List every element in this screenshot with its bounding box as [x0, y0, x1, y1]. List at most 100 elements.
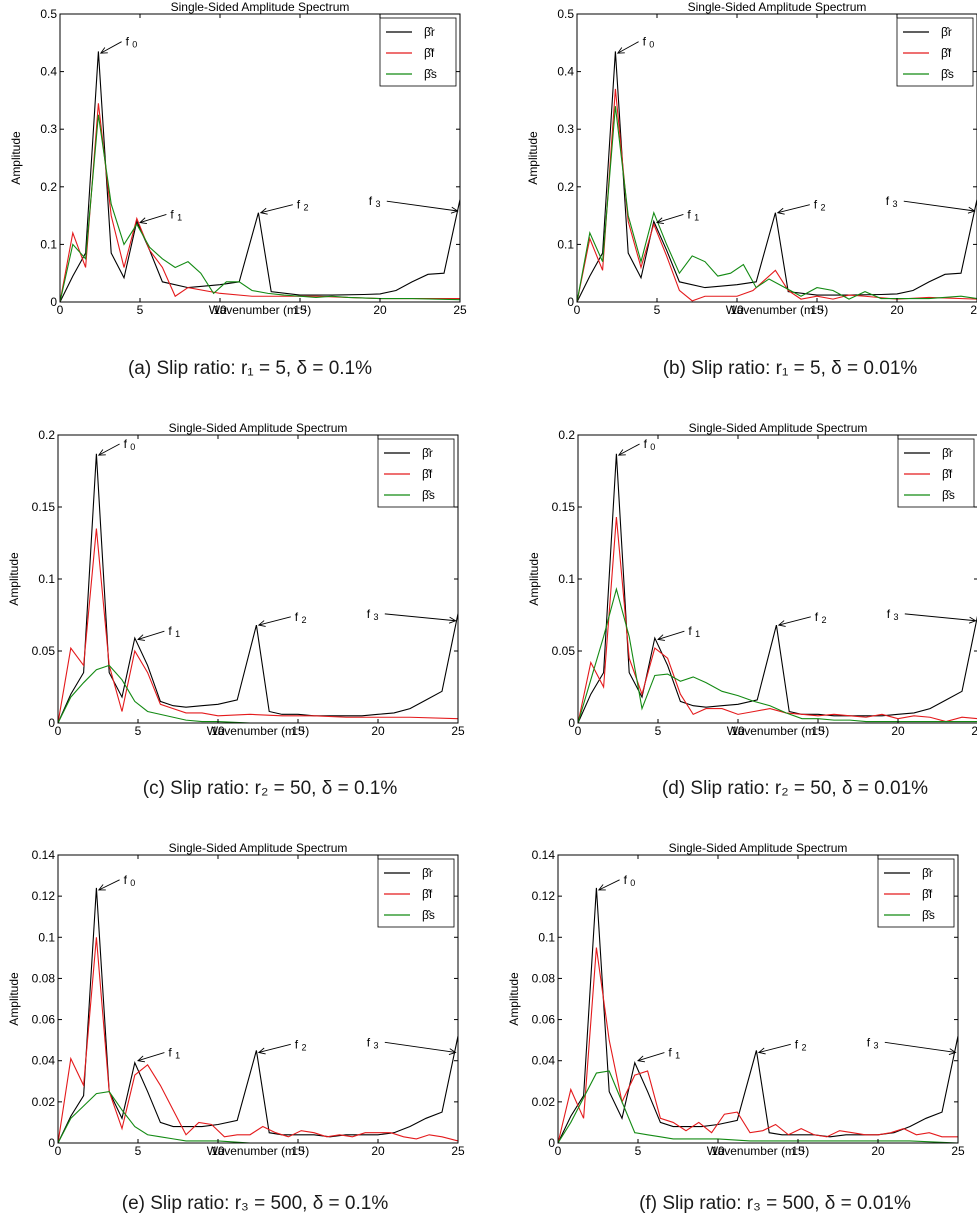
- annotation-arrowhead: [616, 47, 625, 54]
- annotation-label-f3: f 3: [886, 194, 898, 209]
- annotation-arrowhead: [777, 620, 786, 627]
- x-tick-label: 10: [211, 1144, 225, 1158]
- annotation-arrow: [884, 1041, 956, 1053]
- annotation-arrow: [258, 616, 291, 626]
- x-tick-label: 10: [211, 724, 225, 738]
- y-tick-label: 0.12: [32, 889, 56, 903]
- legend-label-f: β̂f: [422, 467, 433, 481]
- legend: β̂r β̂f β̂s: [877, 858, 955, 928]
- annotation-arrow: [260, 204, 293, 214]
- annotation-arrowhead: [617, 449, 626, 456]
- series-line-s: [557, 1070, 959, 1144]
- y-tick-label: 0.02: [532, 1095, 556, 1109]
- annotation-label-f0: f 0: [643, 35, 655, 50]
- annotation-arrow: [777, 204, 810, 214]
- x-tick-label: 0: [575, 724, 582, 738]
- legend-label-f: β̂f: [942, 467, 953, 481]
- legend-label-s: β̂s: [942, 488, 955, 502]
- series-line-r: [57, 453, 459, 724]
- annotation-arrowhead: [656, 217, 664, 225]
- y-axis-label: Amplitude: [526, 131, 540, 185]
- legend-label-f: β̂f: [424, 46, 435, 60]
- y-tick-label: 0.14: [532, 848, 556, 862]
- annotation-label-f3: f 3: [867, 1035, 879, 1050]
- y-axis-label: Amplitude: [7, 972, 21, 1026]
- series-line-s: [577, 586, 977, 724]
- y-tick-label: 0.1: [558, 572, 575, 586]
- series-line-f: [557, 947, 958, 1144]
- chart-title: Single-Sided Amplitude Spectrum: [689, 421, 868, 435]
- annotation-arrowhead: [99, 47, 108, 54]
- annotation-arrow: [98, 879, 120, 891]
- annotation-arrow: [903, 200, 975, 212]
- chart-title: Single-Sided Amplitude Spectrum: [169, 421, 348, 435]
- chart-title: Single-Sided Amplitude Spectrum: [171, 0, 350, 14]
- y-tick-label: 0.2: [40, 180, 57, 194]
- x-tick-label: 25: [451, 1144, 465, 1158]
- annotation-arrow: [98, 443, 120, 456]
- annotation-arrow: [137, 1052, 165, 1062]
- x-tick-label: 25: [453, 303, 467, 317]
- y-tick-label: 0.1: [538, 930, 555, 944]
- x-tick-label: 0: [57, 303, 64, 317]
- legend-label-s: β̂s: [941, 67, 954, 81]
- legend: β̂r β̂f β̂s: [896, 17, 974, 87]
- annotation-label-f1: f 1: [688, 624, 700, 639]
- x-tick-label: 15: [791, 1144, 805, 1158]
- series-line-r: [577, 453, 977, 724]
- y-tick-label: 0.5: [40, 7, 57, 21]
- x-axis-label: Wavenumber (m⁻¹): [207, 724, 310, 738]
- chart-title: Single-Sided Amplitude Spectrum: [669, 841, 848, 855]
- x-tick-label: 0: [555, 1144, 562, 1158]
- y-tick-label: 0.3: [40, 122, 57, 136]
- y-tick-label: 0.2: [558, 428, 575, 442]
- annotation-label-f1: f 1: [168, 624, 180, 639]
- x-tick-label: 15: [293, 303, 307, 317]
- series-line-f: [57, 937, 459, 1144]
- annotation-arrowhead: [597, 884, 606, 891]
- legend-label-r: β̂r: [422, 866, 433, 880]
- annotation-arrow: [258, 1043, 291, 1053]
- annotation-arrowhead: [757, 1047, 766, 1055]
- y-tick-label: 0: [568, 716, 575, 730]
- y-tick-label: 0.04: [532, 1054, 556, 1068]
- annotation-arrowhead: [948, 1048, 957, 1056]
- x-tick-label: 20: [891, 724, 905, 738]
- axes-box: [576, 13, 977, 303]
- x-tick-label: 5: [654, 303, 661, 317]
- y-tick-label: 0.08: [532, 971, 556, 985]
- annotation-label-f3: f 3: [369, 194, 381, 209]
- annotation-label-f3: f 3: [887, 607, 899, 622]
- x-axis-label: Wavenumber (m⁻¹): [207, 1144, 310, 1158]
- annotation-arrow: [598, 879, 620, 891]
- annotation-label-f0: f 0: [624, 873, 636, 888]
- annotation-arrowhead: [139, 217, 147, 225]
- axes-box: [57, 854, 459, 1144]
- y-tick-label: 0.3: [557, 122, 574, 136]
- annotation-arrow: [657, 630, 685, 640]
- y-tick-label: 0.1: [38, 930, 55, 944]
- legend-box: [896, 17, 974, 87]
- y-tick-label: 0.05: [32, 644, 56, 658]
- annotation-arrowhead: [967, 206, 976, 214]
- y-tick-label: 0.04: [32, 1054, 56, 1068]
- x-axis-label: Wavenumber (m⁻¹): [726, 303, 829, 317]
- figure-caption: (c) Slip ratio: r₂ = 50, δ = 0.1%: [142, 778, 398, 799]
- legend: β̂r β̂f β̂s: [379, 17, 457, 87]
- x-tick-label: 20: [373, 303, 387, 317]
- axes-box: [59, 13, 461, 303]
- annotation-label-f1: f 1: [668, 1046, 680, 1061]
- annotation-arrowhead: [450, 206, 459, 214]
- annotation-arrow: [617, 41, 639, 54]
- y-tick-label: 0.05: [552, 644, 576, 658]
- legend-label-s: β̂s: [422, 908, 435, 922]
- legend: β̂r β̂f β̂s: [377, 858, 455, 928]
- annotation-arrow: [758, 1043, 791, 1053]
- series-line-s: [59, 114, 461, 303]
- annotation-arrow: [139, 214, 167, 223]
- annotation-arrow: [384, 613, 456, 622]
- x-tick-label: 25: [971, 724, 977, 738]
- spectrum-plot-1: 0 5 10 15 20 25 0 0.1 0.2 0.3 0.4 0.5 Single-Sided A…: [9, 0, 467, 317]
- spectrum-plot-3: 0 5 10 15 20 25 0 0.05 0.1 0.15 0.2 Single-Sided Am…: [7, 421, 465, 738]
- legend-label-f: β̂f: [922, 887, 933, 901]
